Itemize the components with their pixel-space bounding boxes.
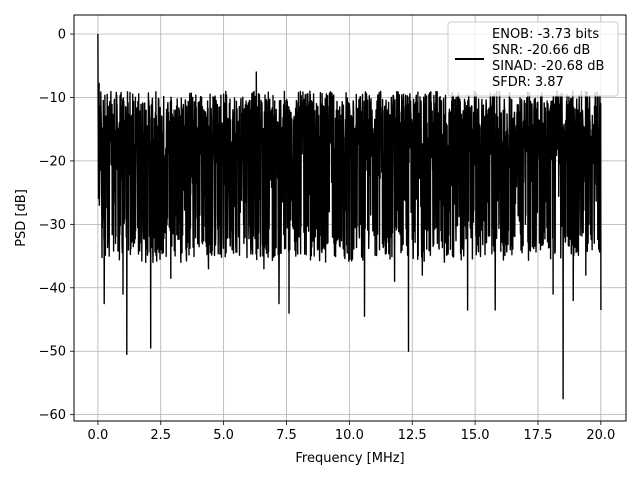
x-tick-label: 12.5 <box>398 428 427 443</box>
x-tick-label: 0.0 <box>88 428 109 443</box>
y-tick-label: −10 <box>39 91 66 106</box>
legend-box <box>447 21 619 97</box>
x-axis-ticks: 0.0 2.5 5.0 7.5 10.0 12.5 15.0 17.5 20.0 <box>88 421 615 443</box>
legend-line-sinad: SINAD: -20.68 dB <box>492 59 604 74</box>
legend-line-sfdr: SFDR: 3.87 <box>492 75 564 90</box>
x-tick-label: 20.0 <box>586 428 615 443</box>
legend-line-snr: SNR: -20.66 dB <box>492 43 590 58</box>
x-axis-label: Frequency [MHz] <box>295 451 404 466</box>
x-tick-label: 15.0 <box>461 428 490 443</box>
y-tick-label: −40 <box>39 281 66 296</box>
y-tick-label: −20 <box>39 154 66 169</box>
series-group <box>97 33 602 400</box>
x-tick-label: 5.0 <box>213 428 234 443</box>
psd-series-line <box>97 33 602 400</box>
x-tick-label: 2.5 <box>150 428 171 443</box>
legend: ENOB: -3.73 bits SNR: -20.66 dB SINAD: -… <box>447 21 619 97</box>
y-axis-label: PSD [dB] <box>14 189 29 247</box>
legend-line-enob: ENOB: -3.73 bits <box>492 27 599 42</box>
y-tick-label: 0 <box>58 28 66 43</box>
x-tick-label: 17.5 <box>524 428 553 443</box>
y-axis-ticks: 0 −10 −20 −30 −40 −50 −60 <box>39 28 74 423</box>
y-tick-label: −60 <box>39 408 66 423</box>
x-tick-label: 10.0 <box>335 428 364 443</box>
x-tick-label: 7.5 <box>276 428 297 443</box>
plot-frame <box>73 14 627 422</box>
y-tick-label: −50 <box>39 345 66 360</box>
y-tick-label: −30 <box>39 218 66 233</box>
